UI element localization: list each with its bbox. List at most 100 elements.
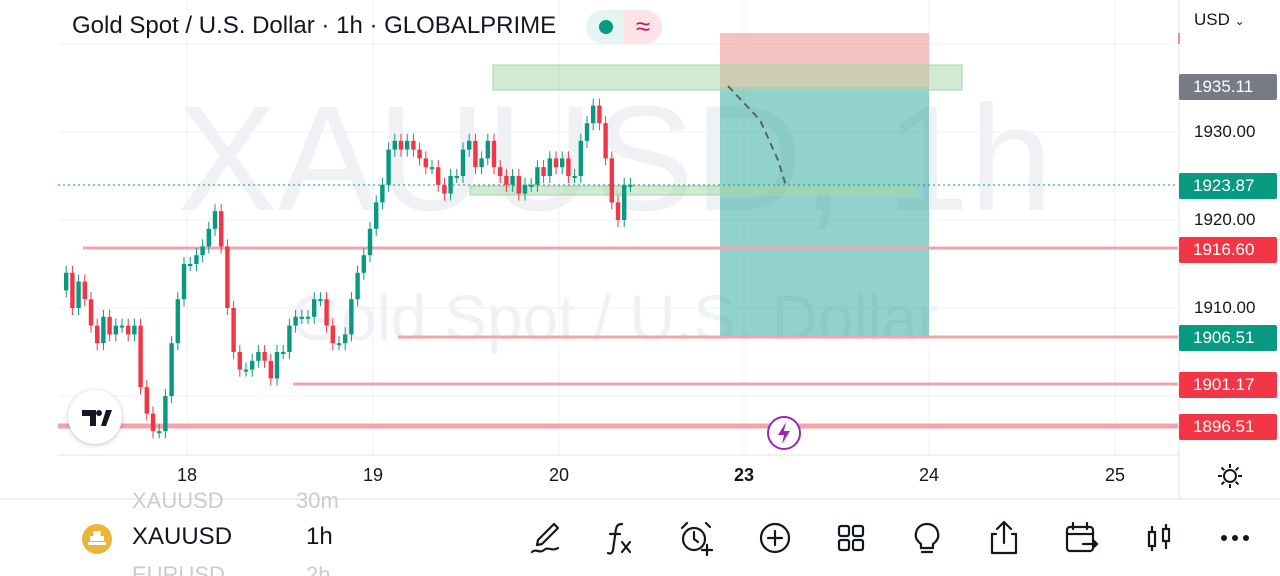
candle-body xyxy=(529,184,534,187)
data-delay-icon: ≈ xyxy=(624,10,662,44)
market-status-badge[interactable]: ≈ xyxy=(586,10,662,44)
time-axis-label: 18 xyxy=(176,465,198,485)
candle-body xyxy=(243,369,249,372)
price-tag-level[interactable]: 1916.60 xyxy=(1179,237,1277,263)
candle-body xyxy=(212,211,218,229)
candle-body xyxy=(250,360,255,370)
price-tag-stop[interactable]: 1935.11 xyxy=(1179,74,1277,100)
alarm-add-icon[interactable] xyxy=(676,518,716,558)
candle-body xyxy=(70,272,75,308)
candle-body xyxy=(175,299,180,344)
candles xyxy=(64,98,633,439)
candle-body xyxy=(584,123,590,141)
candle-body xyxy=(150,413,156,432)
candle-body xyxy=(88,299,94,326)
candle-body xyxy=(132,325,137,335)
candles-icon[interactable] xyxy=(1139,518,1179,558)
candle-body xyxy=(113,325,118,335)
candle-body xyxy=(522,184,528,194)
candle-body xyxy=(467,140,472,150)
candle-body xyxy=(361,255,366,273)
candle-body xyxy=(144,387,149,414)
price-axis-label: 1920.00 xyxy=(1194,210,1256,229)
candle-body xyxy=(157,431,162,434)
time-axis-label: 19 xyxy=(362,465,384,485)
candle-body xyxy=(336,343,342,346)
candle-body xyxy=(504,176,509,185)
price-tag-level[interactable]: 1896.51 xyxy=(1179,414,1277,440)
candle-body xyxy=(615,202,621,220)
symbol-selector[interactable]: XAUUSD xyxy=(132,523,233,550)
gear-icon[interactable] xyxy=(1216,462,1244,490)
candle-body xyxy=(188,264,193,266)
candle-body xyxy=(138,325,143,388)
price-tag-target[interactable]: 1906.51 xyxy=(1179,325,1277,351)
brush-icon[interactable] xyxy=(524,518,564,558)
candle-body xyxy=(343,334,348,344)
candle-body xyxy=(547,158,552,176)
target-zone[interactable] xyxy=(720,87,929,337)
time-axis-label: 23 xyxy=(733,465,755,485)
candle-body xyxy=(566,158,571,176)
time-axis-label: 25 xyxy=(1104,465,1126,485)
candle-body xyxy=(436,167,441,185)
candle-body xyxy=(473,140,478,168)
candle-body xyxy=(256,352,261,361)
chevron-down-icon: ⌄ xyxy=(1234,14,1245,28)
more-icon[interactable] xyxy=(1215,518,1255,558)
chart-area[interactable]: XAUUSD, 1h Gold Spot / U.S. Dollar Gold … xyxy=(0,0,1280,500)
candle-body xyxy=(293,316,298,326)
flash-icon[interactable] xyxy=(767,416,801,450)
tradingview-logo-icon[interactable] xyxy=(68,390,122,444)
candle-body xyxy=(572,176,577,178)
candle-body xyxy=(274,352,280,379)
chart-title[interactable]: Gold Spot / U.S. Dollar · 1h · GLOBALPRI… xyxy=(72,12,557,39)
interval-selector[interactable]: 1h xyxy=(306,523,333,550)
candle-body xyxy=(169,343,174,396)
candle-body xyxy=(200,246,205,256)
candle-body xyxy=(101,316,106,344)
resistance-zone[interactable] xyxy=(492,64,963,91)
plus-circle-icon[interactable] xyxy=(755,518,795,558)
candle-body xyxy=(510,176,515,185)
candle-body xyxy=(498,167,503,176)
chart-canvas[interactable]: XAUUSD, 1h Gold Spot / U.S. Dollar xyxy=(0,0,1280,500)
calendar-swap-icon[interactable] xyxy=(1061,518,1101,558)
support-zone[interactable] xyxy=(469,185,915,196)
candle-body xyxy=(237,352,242,370)
candle-body xyxy=(442,184,447,194)
candle-body xyxy=(516,176,521,194)
candle-body xyxy=(299,316,304,319)
candle-body xyxy=(541,167,546,176)
ghost-next-interval: 2h xyxy=(306,562,331,576)
candle-body xyxy=(392,140,397,150)
candle-body xyxy=(231,308,236,352)
candle-body xyxy=(330,325,335,344)
candle-body xyxy=(119,325,125,328)
candle-body xyxy=(194,255,199,264)
candle-body xyxy=(318,299,323,302)
candle-body xyxy=(312,299,317,317)
currency-selector[interactable]: USD ⌄ xyxy=(1194,10,1245,30)
function-icon[interactable] xyxy=(600,518,640,558)
candle-body xyxy=(126,325,131,335)
candle-body xyxy=(448,176,453,194)
candle-body xyxy=(405,140,410,150)
lightbulb-icon[interactable] xyxy=(907,518,947,558)
candle-body xyxy=(268,360,273,379)
candle-body xyxy=(460,149,466,176)
price-tag-level[interactable]: 1901.17 xyxy=(1179,372,1277,398)
candle-body xyxy=(305,316,311,319)
candle-body xyxy=(491,140,497,168)
candle-body xyxy=(591,105,596,124)
candle-body xyxy=(553,158,559,168)
candle-body xyxy=(287,325,292,352)
gold-symbol-icon xyxy=(82,524,112,554)
candle-body xyxy=(603,123,608,159)
candle-body xyxy=(535,167,540,185)
price-tag-current[interactable]: 1923.87 xyxy=(1179,173,1277,199)
grid-icon[interactable] xyxy=(831,518,871,558)
share-icon[interactable] xyxy=(984,518,1024,558)
bottom-toolbar: XAUUSD 30m EURUSD 2h xyxy=(0,488,1280,576)
candle-body xyxy=(398,140,404,150)
